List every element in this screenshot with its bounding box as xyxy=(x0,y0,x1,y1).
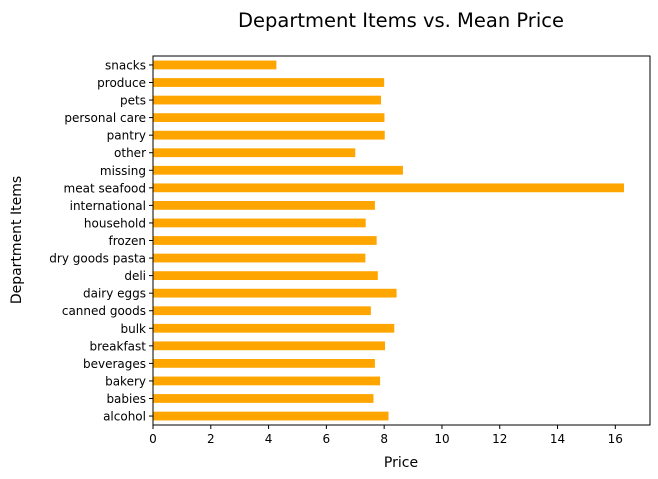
bar-pets xyxy=(153,95,381,105)
bar-household xyxy=(153,218,366,228)
bar-frozen xyxy=(153,236,377,245)
x-tick-label: 6 xyxy=(323,432,331,446)
y-tick-label: babies xyxy=(106,392,146,406)
y-tick-label: international xyxy=(70,199,146,213)
y-tick-label: alcohol xyxy=(103,410,146,424)
x-tick-label: 10 xyxy=(434,432,449,446)
bar-pantry xyxy=(153,130,385,140)
bar-dairy-eggs xyxy=(153,288,397,298)
y-tick-label: missing xyxy=(100,164,146,178)
x-axis-label: Price xyxy=(384,455,418,471)
y-tick-label: personal care xyxy=(64,111,146,125)
bar-alcohol xyxy=(153,411,389,421)
bar-bulk xyxy=(153,323,395,333)
y-tick-label: deli xyxy=(124,269,146,283)
y-axis-label: Department Items xyxy=(9,176,25,304)
bar-bakery xyxy=(153,376,381,386)
y-tick-label: bakery xyxy=(105,374,146,388)
y-tick-label: dry goods pasta xyxy=(49,252,146,266)
bar-deli xyxy=(153,271,378,280)
y-tick-label: pets xyxy=(120,94,146,108)
y-tick-label: other xyxy=(114,146,146,160)
bar-snacks xyxy=(153,60,277,70)
x-tick-label: 2 xyxy=(207,432,215,446)
plot-area-frame xyxy=(152,55,651,426)
y-tick-label: beverages xyxy=(83,357,146,371)
bar-canned-goods xyxy=(153,306,371,316)
x-tick-label: 8 xyxy=(380,432,388,446)
bar-other xyxy=(153,148,356,158)
y-tick-label: meat seafood xyxy=(64,181,146,195)
y-axis-ticks: alcohol babies bakery beverages breakfast bul… xyxy=(49,58,153,424)
y-tick-label: pantry xyxy=(107,129,146,143)
y-tick-label: snacks xyxy=(105,58,146,72)
x-tick-label: 14 xyxy=(550,432,565,446)
y-tick-label: household xyxy=(84,216,146,230)
x-tick-label: 16 xyxy=(608,432,623,446)
y-tick-label: frozen xyxy=(108,234,146,248)
bar-breakfast xyxy=(153,341,386,351)
y-tick-label: breakfast xyxy=(89,339,146,353)
x-axis-ticks: 0 2 4 6 8 10 12 14 16 xyxy=(149,425,623,446)
bar-meat-seafood xyxy=(153,183,624,193)
bar-produce xyxy=(153,78,385,87)
y-tick-label: canned goods xyxy=(62,304,146,318)
bar-babies xyxy=(153,394,374,403)
bar-personal-care xyxy=(153,113,385,123)
bar-beverages xyxy=(153,358,375,368)
x-tick-label: 0 xyxy=(149,432,157,446)
bar-dry-goods-pasta xyxy=(153,253,366,263)
y-tick-label: produce xyxy=(97,76,146,90)
y-tick-label: dairy eggs xyxy=(83,287,146,301)
x-tick-label: 12 xyxy=(492,432,507,446)
chart-title: Department Items vs. Mean Price xyxy=(238,9,564,32)
y-tick-label: bulk xyxy=(120,322,146,336)
bar-missing xyxy=(153,165,403,175)
bar-international xyxy=(153,201,375,210)
bars-group xyxy=(153,60,624,421)
x-tick-label: 4 xyxy=(265,432,273,446)
